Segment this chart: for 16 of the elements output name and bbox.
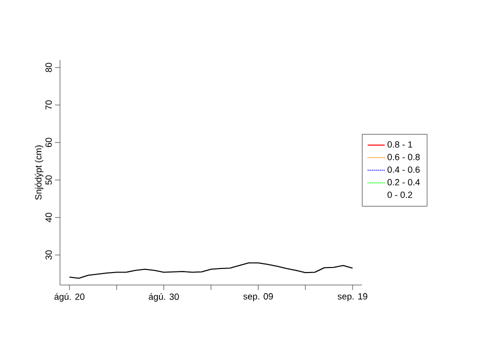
y-tick-label: 80 [45,62,52,72]
y-tick-label: 70 [45,100,52,110]
y-tick-label: 50 [45,175,52,185]
legend-label: 0.2 - 0.4 [388,179,420,186]
legend-label: 0.8 - 1 [388,141,412,148]
y-tick-label: 40 [45,212,52,222]
legend-label: 0.4 - 0.6 [388,166,420,173]
x-tick-label: ágú. 30 [148,293,179,302]
y-axis-title: Snjódýpt (cm) [34,145,44,200]
legend-label: 0.6 - 0.8 [388,154,420,160]
x-tick-label: sep. 19 [338,293,368,302]
y-tick-label: 30 [45,250,52,260]
x-tick-label: sep. 09 [243,293,273,302]
x-tick-label: ágú. 20 [54,293,84,302]
text: 0 - 0.2 [388,192,412,198]
y-tick-label: 60 [45,138,52,148]
